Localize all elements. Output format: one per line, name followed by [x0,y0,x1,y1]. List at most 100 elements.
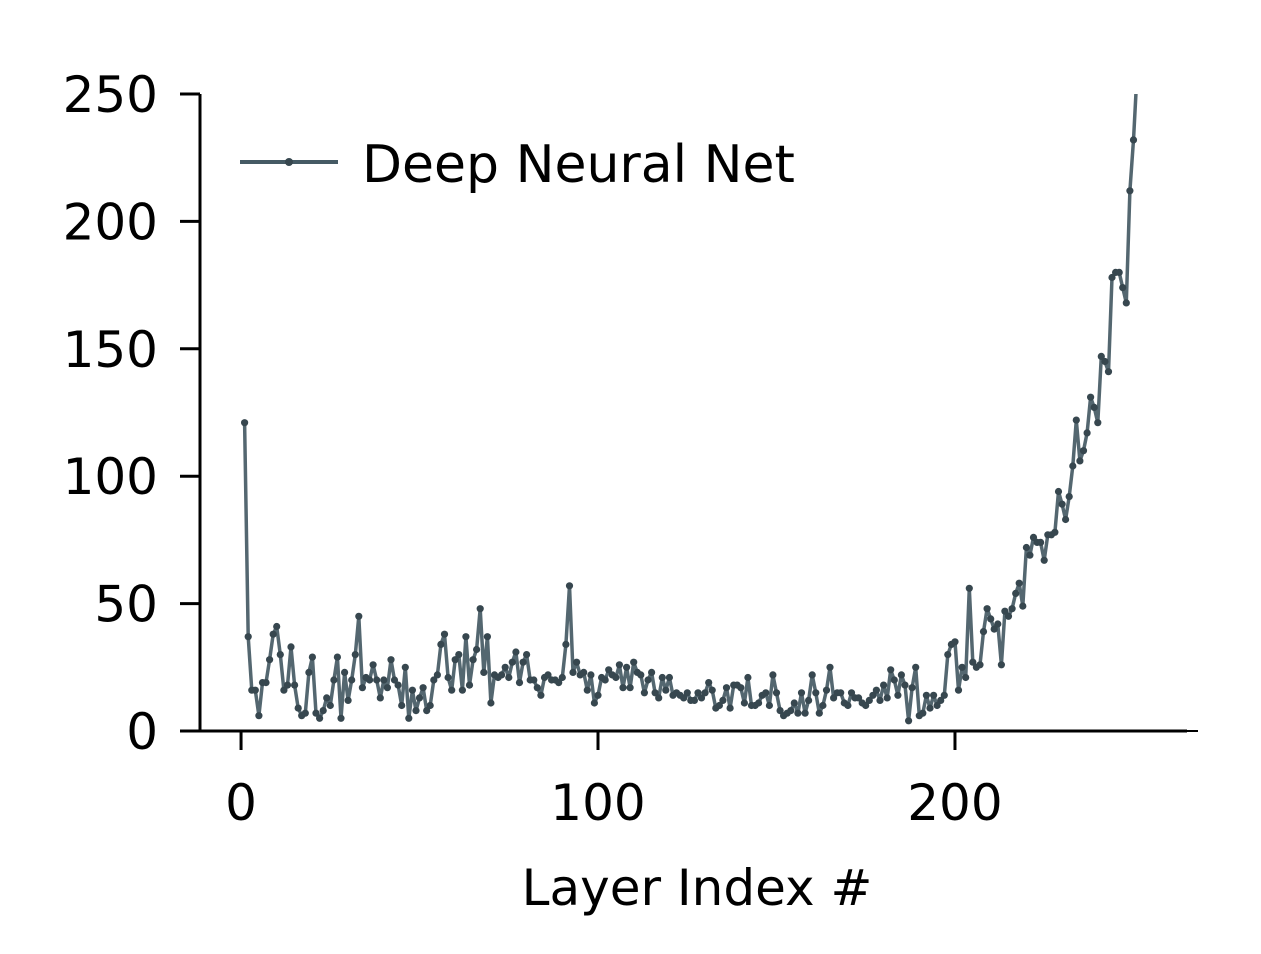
y-ticks: 0 50 100 150 200 250 [63,66,200,761]
data-point [544,671,552,679]
data-point [426,701,434,710]
data-point [1087,393,1095,401]
y-tick-label-50: 50 [94,576,158,634]
data-point [615,661,624,669]
data-point [573,658,581,666]
data-point [505,673,513,682]
data-point [665,673,674,682]
data-point [1037,538,1045,547]
data-point [515,679,524,687]
data-point [405,714,413,722]
data-point [837,689,845,697]
data-point [487,699,495,707]
data-point [740,699,749,707]
data-point [862,701,870,710]
data-point [569,668,577,677]
data-point [983,605,991,613]
data-point [1115,268,1123,276]
data-point [601,676,609,684]
data-point [990,625,998,633]
data-point [1126,187,1134,195]
data-point [501,663,509,671]
data-point [965,584,973,592]
data-point [337,714,345,722]
data-point [887,666,895,674]
data-point [755,699,763,707]
data-point [1004,612,1013,620]
data-point [697,694,706,702]
data-point [612,673,620,682]
data-point [523,651,531,659]
data-point [440,630,449,638]
data-point [997,661,1006,669]
data-point [1083,429,1091,437]
data-point [1026,551,1034,559]
data-point [776,707,784,715]
data-point [244,633,252,641]
data-point [883,694,891,702]
data-point [1029,533,1038,542]
data-point [430,676,438,684]
data-point [301,709,309,717]
data-point [765,701,774,710]
data-point [922,691,931,699]
data-point [380,676,388,684]
data-point [1051,528,1059,536]
data-point [919,709,927,717]
data-point [565,582,574,590]
data-point [401,663,409,671]
x-axis-label: Layer Index # [522,859,873,917]
data-point [1122,299,1130,307]
data-point [469,656,477,664]
data-point [683,689,691,697]
y-tick-label-150: 150 [63,321,158,379]
data-point [694,689,702,697]
data-point [387,656,395,664]
data-point [333,653,341,661]
data-point [744,673,752,682]
data-point [255,712,263,720]
data-point [865,696,873,705]
data-point [455,651,463,659]
data-point [912,663,920,671]
data-point [473,645,481,654]
data-point [830,694,838,702]
data-point [562,640,570,649]
data-point [1062,515,1070,524]
data-point [1079,447,1088,455]
y-tick-label-200: 200 [63,193,158,251]
data-point [1076,457,1084,465]
data-point [937,696,945,705]
data-point [251,686,259,694]
data-point [383,684,391,692]
data-point [351,651,359,659]
plot-area: 0 50 100 150 200 250 0 100 200 [63,66,1198,832]
data-point [769,671,777,679]
data-point [933,701,941,710]
data-point [294,704,302,712]
data-point [626,684,634,692]
data-point [655,694,663,702]
data-point [323,694,331,702]
data-point [680,694,688,702]
data-point [465,681,474,689]
data-point [433,671,441,679]
data-point [269,630,277,638]
data-point [890,676,898,684]
data-point [880,681,888,689]
data-point [280,686,288,694]
data-point [1065,493,1073,501]
data-point [790,699,798,707]
data-point [690,696,699,705]
data-point [1069,462,1077,470]
legend-label: Deep Neural Net [362,135,795,195]
data-point [462,633,470,641]
data-point [1104,368,1113,376]
data-point [308,653,316,661]
data-point [530,676,538,684]
data-point [822,686,831,694]
data-point [241,419,249,427]
data-point [587,671,595,679]
data-point [262,679,270,687]
data-point [958,663,966,671]
